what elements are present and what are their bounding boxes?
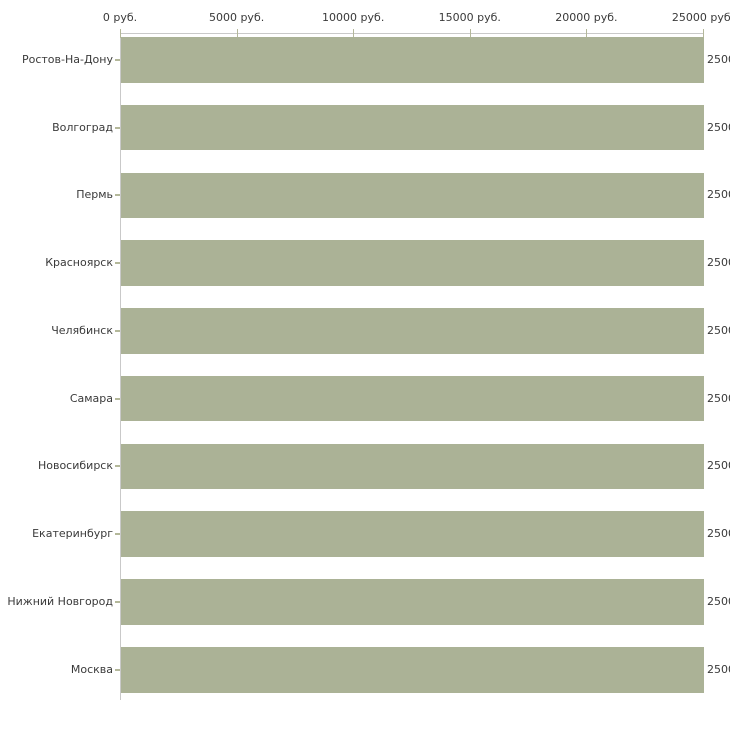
value-label: 25000: [707, 188, 730, 202]
value-label: 25000: [707, 323, 730, 337]
category-label: Новосибирск: [37, 459, 113, 473]
category-label: Челябинск: [51, 323, 113, 337]
x-tick-label: 0 руб.: [102, 11, 138, 24]
category-label: Пермь: [76, 188, 113, 202]
bar: [121, 443, 704, 490]
bar: [121, 104, 704, 151]
y-tick-mark: [115, 262, 120, 265]
x-tick-label: 15000 руб.: [438, 11, 501, 24]
y-tick-mark: [115, 533, 120, 536]
category-label: Ростов-На-Дону: [21, 52, 113, 66]
y-tick-mark: [115, 465, 120, 468]
bar: [121, 647, 704, 693]
value-label: 25000: [707, 594, 730, 608]
x-tick-mark: [586, 29, 588, 38]
x-tick-mark: [236, 29, 238, 38]
x-axis-line: [120, 33, 704, 34]
x-tick-mark: [120, 29, 121, 38]
category-label: Екатеринбург: [32, 527, 113, 541]
value-label: 25000: [707, 662, 730, 676]
x-tick-label: 5000 руб.: [208, 11, 265, 24]
bar: [121, 240, 704, 286]
x-tick-label: 20000 руб.: [555, 11, 618, 24]
value-label: 25000: [707, 256, 730, 270]
value-label: 25000: [707, 391, 730, 405]
bar: [121, 375, 704, 422]
x-tick-mark: [469, 29, 471, 38]
y-tick-mark: [115, 194, 120, 197]
y-tick-mark: [115, 126, 120, 129]
x-tick-mark: [703, 29, 704, 38]
y-tick-mark: [115, 58, 120, 61]
x-tick-label: 25000 руб.: [671, 11, 730, 24]
value-label: 25000: [707, 120, 730, 134]
category-label: Москва: [70, 662, 113, 676]
y-tick-mark: [115, 329, 120, 332]
value-label: 25000: [707, 459, 730, 473]
category-label: Нижний Новгород: [7, 594, 113, 608]
x-tick-label: 10000 руб.: [322, 11, 385, 24]
y-tick-mark: [115, 397, 120, 400]
bar: [121, 172, 704, 219]
value-label: 25000: [707, 527, 730, 541]
y-axis-line: [120, 33, 121, 700]
value-label: 25000: [707, 52, 730, 66]
x-tick-mark: [353, 29, 355, 38]
y-tick-mark: [115, 668, 120, 671]
category-label: Самара: [69, 391, 113, 405]
category-label: Красноярск: [45, 256, 113, 270]
bar: [121, 308, 704, 354]
y-tick-mark: [115, 600, 120, 603]
bar: [121, 511, 704, 557]
bar: [121, 37, 704, 83]
bar: [121, 579, 704, 625]
category-label: Волгоград: [52, 120, 113, 134]
